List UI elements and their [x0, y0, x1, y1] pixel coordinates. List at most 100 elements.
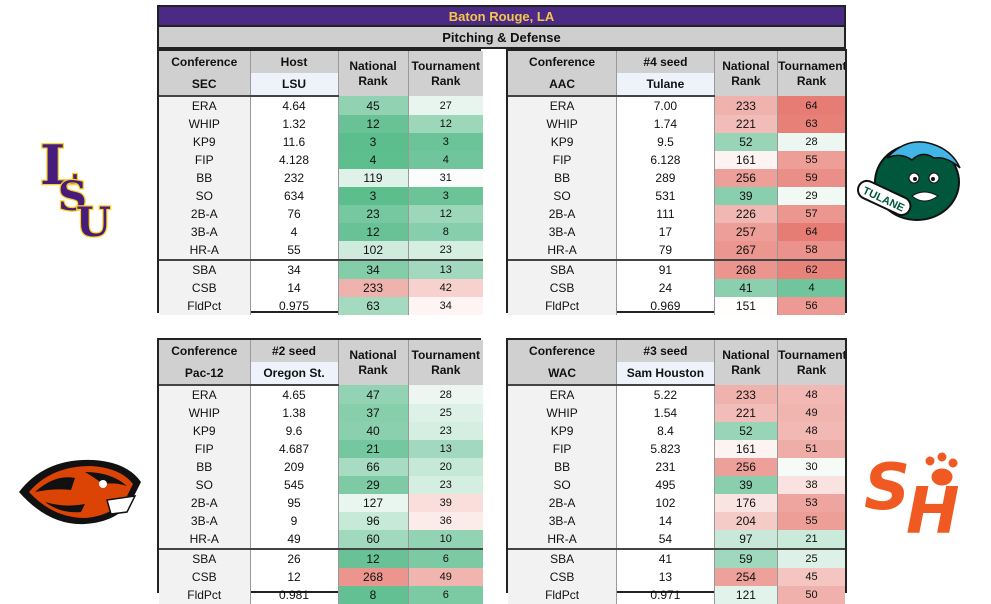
- stat-value: 5.823: [616, 440, 715, 458]
- stat-label: CSB: [159, 568, 251, 586]
- stat-row: WHIP 1.32 12 12: [159, 115, 483, 133]
- stat-row: 2B-A 76 23 12: [159, 205, 483, 223]
- conference-name: Pac-12: [159, 362, 251, 386]
- tournament-rank: 64: [777, 96, 845, 115]
- stat-label: 2B-A: [508, 494, 618, 512]
- stat-value: 49: [250, 530, 339, 549]
- section-title: Pitching & Defense: [442, 29, 561, 45]
- national-rank: 256: [714, 169, 779, 187]
- stat-value: 289: [616, 169, 715, 187]
- tournament-rank: 25: [408, 404, 483, 422]
- stat-value: 545: [250, 476, 339, 494]
- tournament-rank: 12: [408, 115, 483, 133]
- stat-label: HR-A: [508, 530, 618, 549]
- stat-row: BB 231 256 30: [508, 458, 845, 476]
- stat-row: ERA 4.65 47 28: [159, 385, 483, 404]
- stat-value: 11.6: [250, 133, 339, 151]
- tournament-rank: 53: [777, 494, 845, 512]
- national-rank: 39: [714, 187, 779, 205]
- stat-label: 3B-A: [159, 512, 251, 530]
- stat-row: ERA 4.64 45 27: [159, 96, 483, 115]
- team-table-oregon-st-: Conference #2 seed National Rank Tournament…: [157, 338, 483, 604]
- stat-value: 6.128: [616, 151, 715, 169]
- stat-row: CSB 12 268 49: [159, 568, 483, 586]
- stat-value: 0.981: [250, 586, 339, 604]
- lsu-logo-s: S: [58, 173, 87, 220]
- tournament-rank: 49: [777, 404, 845, 422]
- national-rank: 127: [338, 494, 409, 512]
- national-rank: 204: [714, 512, 779, 530]
- tournament-rank: 21: [777, 530, 845, 549]
- tulane-logo: TULANE: [857, 141, 961, 221]
- seed-label: #4 seed: [616, 51, 715, 73]
- stat-value: 95: [250, 494, 339, 512]
- national-rank: 21: [338, 440, 409, 458]
- stat-label: FldPct: [508, 586, 618, 604]
- stat-row: FIP 6.128 161 55: [508, 151, 845, 169]
- stat-value: 76: [250, 205, 339, 223]
- stat-label: KP9: [159, 422, 251, 440]
- stat-value: 1.38: [250, 404, 339, 422]
- stat-value: 14: [616, 512, 715, 530]
- conference-header: Conference: [159, 340, 251, 362]
- tournament-rank: 4: [777, 279, 845, 297]
- stat-label: WHIP: [508, 115, 618, 133]
- stat-value: 9.6: [250, 422, 339, 440]
- stat-value: 41: [616, 548, 715, 568]
- tournament-rank: 23: [408, 422, 483, 440]
- tournament-rank: 23: [408, 241, 483, 260]
- stat-value: 1.74: [616, 115, 715, 133]
- national-rank: 257: [714, 223, 779, 241]
- stat-label: CSB: [508, 279, 618, 297]
- tournament-rank: 6: [408, 586, 483, 604]
- stat-row: HR-A 55 102 23: [159, 241, 483, 260]
- sam-houston-logo-h: H: [906, 475, 960, 537]
- stat-value: 111: [616, 205, 715, 223]
- national-rank: 12: [338, 223, 409, 241]
- stat-value: 209: [250, 458, 339, 476]
- stat-value: 17: [616, 223, 715, 241]
- stat-value: 0.969: [616, 297, 715, 315]
- national-rank: 233: [714, 96, 779, 115]
- stat-row: BB 209 66 20: [159, 458, 483, 476]
- stat-label: ERA: [508, 385, 618, 404]
- tournament-rank: 50: [777, 586, 845, 604]
- national-rank: 4: [338, 151, 409, 169]
- stat-row: SO 545 29 23: [159, 476, 483, 494]
- national-rank: 268: [714, 259, 779, 279]
- national-rank: 121: [714, 586, 779, 604]
- stat-label: WHIP: [159, 115, 251, 133]
- tournament-rank-header: Tournament Rank: [777, 340, 845, 385]
- national-rank: 161: [714, 151, 779, 169]
- stat-label: HR-A: [159, 241, 251, 260]
- tournament-rank: 38: [777, 476, 845, 494]
- stat-label: WHIP: [159, 404, 251, 422]
- national-rank: 29: [338, 476, 409, 494]
- location-title: Baton Rouge, LA: [448, 8, 555, 24]
- national-rank: 151: [714, 297, 779, 315]
- stat-row: SO 634 3 3: [159, 187, 483, 205]
- national-rank: 233: [338, 279, 409, 297]
- stat-label: SBA: [508, 548, 618, 568]
- national-rank: 45: [338, 96, 409, 115]
- tournament-rank: 3: [408, 133, 483, 151]
- conference-name: AAC: [508, 73, 618, 97]
- stat-label: ERA: [508, 96, 618, 115]
- stat-label: 2B-A: [508, 205, 618, 223]
- stat-row: SO 495 39 38: [508, 476, 845, 494]
- national-rank: 23: [338, 205, 409, 223]
- stat-value: 9.5: [616, 133, 715, 151]
- stat-value: 4.65: [250, 385, 339, 404]
- stat-value: 231: [616, 458, 715, 476]
- tournament-rank: 36: [408, 512, 483, 530]
- national-rank: 52: [714, 422, 779, 440]
- stat-label: SO: [159, 476, 251, 494]
- national-rank: 268: [338, 568, 409, 586]
- tournament-rank: 29: [777, 187, 845, 205]
- stat-value: 1.32: [250, 115, 339, 133]
- conference-name: WAC: [508, 362, 618, 386]
- stat-label: 3B-A: [159, 223, 251, 241]
- stat-row: WHIP 1.74 221 63: [508, 115, 845, 133]
- stat-label: ERA: [159, 96, 251, 115]
- seed-label: Host: [250, 51, 339, 73]
